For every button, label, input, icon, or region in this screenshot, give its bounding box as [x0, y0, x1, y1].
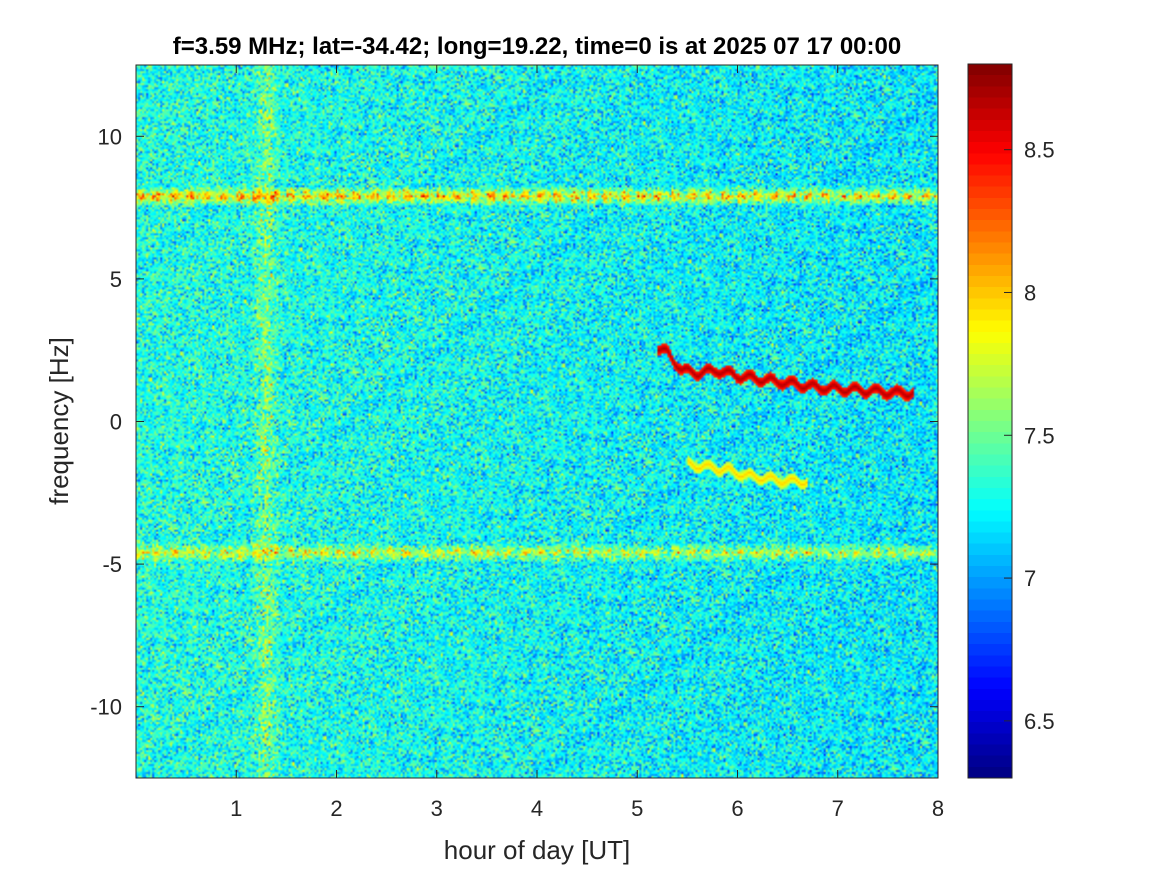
- colorbar-ticks: 8.5 8 7.5 7 6.5: [1004, 138, 1055, 734]
- colorbar-tick-label: 8.5: [1024, 138, 1055, 163]
- x-axis-ticks: 1 2 3 4 5 6 7 8: [230, 65, 944, 821]
- x-tick-label: 1: [230, 796, 242, 821]
- y-tick-label: -10: [90, 695, 122, 720]
- spectrogram-heatmap: [136, 65, 938, 778]
- colorbar-tick-label: 7.5: [1024, 423, 1055, 448]
- colorbar-tick-label: 8: [1024, 280, 1036, 305]
- y-tick-label: 0: [110, 410, 122, 435]
- chart-title: f=3.59 MHz; lat=-34.42; long=19.22, time…: [173, 33, 901, 60]
- y-axis-label: frequency [Hz]: [44, 337, 74, 505]
- y-tick-label: -5: [102, 552, 122, 577]
- colorbar-tick-label: 7: [1024, 566, 1036, 591]
- x-tick-label: 5: [631, 796, 643, 821]
- x-tick-label: 7: [832, 796, 844, 821]
- x-tick-label: 4: [531, 796, 543, 821]
- colorbar-tick-label: 6.5: [1024, 709, 1055, 734]
- x-tick-label: 8: [932, 796, 944, 821]
- colorbar-frame: [967, 63, 1013, 779]
- x-tick-label: 2: [330, 796, 342, 821]
- y-axis-ticks: 10 5 0 -5 -10: [90, 124, 938, 720]
- x-tick-label: 3: [431, 796, 443, 821]
- y-tick-label: 10: [98, 124, 122, 149]
- x-tick-label: 6: [731, 796, 743, 821]
- y-tick-label: 5: [110, 267, 122, 292]
- x-axis-label: hour of day [UT]: [444, 835, 630, 865]
- colorbar: [968, 64, 1012, 778]
